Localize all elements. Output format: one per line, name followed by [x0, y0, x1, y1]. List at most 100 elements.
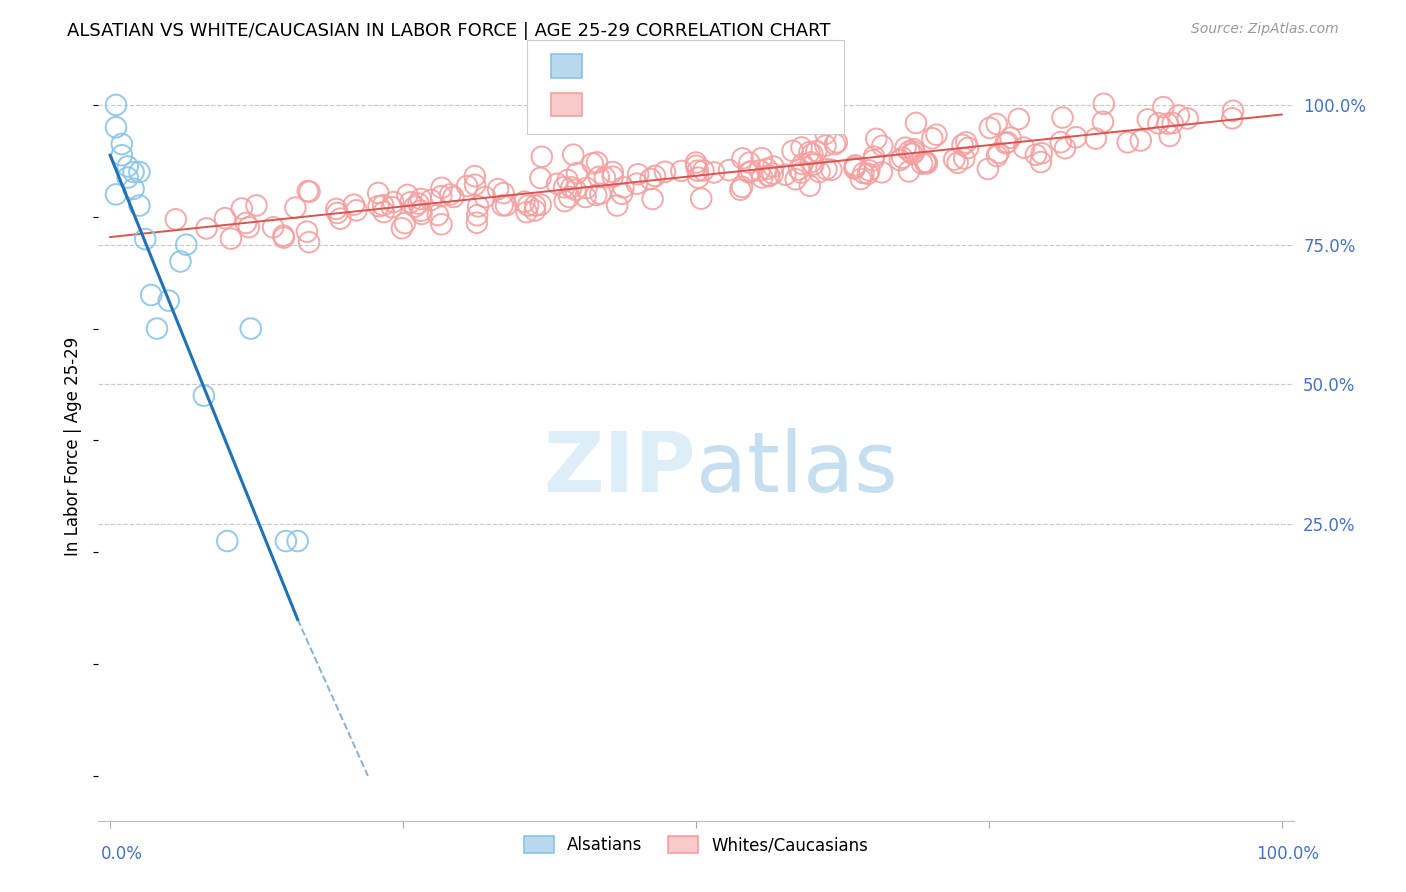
- Point: [430, 189, 453, 203]
- Point: [862, 153, 884, 168]
- Point: [654, 165, 676, 179]
- Point: [367, 199, 389, 213]
- Point: [1092, 96, 1115, 111]
- Point: [588, 169, 610, 184]
- Point: [346, 203, 368, 218]
- Point: [404, 200, 426, 214]
- Point: [844, 161, 866, 176]
- Point: [105, 98, 128, 112]
- Point: [844, 158, 866, 172]
- Point: [430, 181, 453, 195]
- Point: [128, 165, 150, 179]
- Point: [585, 188, 607, 202]
- Point: [863, 150, 886, 164]
- Point: [692, 163, 714, 178]
- Point: [523, 203, 546, 218]
- Point: [921, 131, 943, 145]
- Point: [1049, 135, 1071, 149]
- Point: [262, 220, 284, 235]
- Point: [730, 183, 752, 197]
- Point: [762, 160, 785, 174]
- Point: [1152, 100, 1174, 114]
- Point: [685, 155, 707, 169]
- Point: [122, 165, 145, 179]
- Text: Source: ZipAtlas.com: Source: ZipAtlas.com: [1191, 22, 1339, 37]
- Point: [858, 163, 880, 178]
- Point: [273, 230, 295, 244]
- Point: [903, 145, 925, 159]
- Point: [111, 148, 134, 162]
- Point: [1000, 130, 1022, 145]
- Point: [105, 120, 128, 135]
- Text: ALSATIAN VS WHITE/CAUCASIAN IN LABOR FORCE | AGE 25-29 CORRELATION CHART: ALSATIAN VS WHITE/CAUCASIAN IN LABOR FOR…: [67, 22, 831, 40]
- Point: [231, 202, 253, 216]
- Point: [814, 138, 837, 153]
- Text: 100.0%: 100.0%: [1256, 846, 1319, 863]
- Point: [426, 208, 449, 222]
- Point: [994, 136, 1017, 151]
- Point: [329, 211, 352, 226]
- Point: [1012, 140, 1035, 154]
- Point: [399, 195, 422, 210]
- Point: [141, 288, 163, 302]
- Point: [558, 190, 581, 204]
- Point: [1084, 131, 1107, 145]
- Point: [914, 156, 936, 170]
- Point: [801, 146, 824, 161]
- Point: [373, 205, 395, 219]
- Point: [515, 205, 537, 219]
- Point: [925, 128, 948, 142]
- Point: [1156, 117, 1178, 131]
- Point: [586, 155, 609, 169]
- Point: [1064, 130, 1087, 145]
- Point: [690, 192, 713, 206]
- Point: [815, 162, 838, 177]
- Point: [117, 170, 139, 185]
- Text: atlas: atlas: [696, 428, 897, 509]
- Point: [610, 186, 633, 201]
- Point: [787, 162, 810, 177]
- Point: [803, 157, 825, 171]
- Point: [1159, 128, 1181, 143]
- Point: [367, 186, 389, 200]
- Point: [474, 190, 496, 204]
- Point: [1031, 146, 1053, 161]
- Point: [626, 177, 648, 191]
- Point: [997, 136, 1019, 150]
- Point: [785, 172, 807, 186]
- Point: [703, 165, 725, 179]
- Point: [134, 232, 156, 246]
- Point: [644, 169, 666, 183]
- Point: [295, 225, 318, 239]
- Point: [1029, 155, 1052, 169]
- Point: [755, 161, 778, 176]
- Point: [529, 170, 551, 185]
- Point: [1220, 112, 1243, 126]
- Point: [492, 186, 515, 200]
- Point: [465, 208, 488, 222]
- Point: [467, 199, 489, 213]
- Point: [627, 167, 650, 181]
- Point: [790, 140, 813, 154]
- Point: [456, 178, 478, 193]
- Point: [557, 173, 579, 187]
- Point: [343, 197, 366, 211]
- Point: [214, 211, 236, 226]
- Point: [740, 164, 762, 178]
- Point: [849, 172, 872, 186]
- Point: [273, 228, 295, 243]
- Point: [799, 178, 821, 193]
- Point: [852, 166, 875, 180]
- Text: N =: N =: [702, 102, 741, 120]
- Point: [790, 166, 813, 180]
- Point: [575, 181, 598, 195]
- Point: [1091, 114, 1114, 128]
- Point: [219, 232, 242, 246]
- Point: [751, 151, 773, 165]
- Point: [820, 162, 842, 177]
- Point: [748, 163, 770, 178]
- Point: [1177, 112, 1199, 126]
- Point: [731, 180, 754, 194]
- Point: [738, 165, 761, 179]
- Text: ZIP: ZIP: [544, 428, 696, 509]
